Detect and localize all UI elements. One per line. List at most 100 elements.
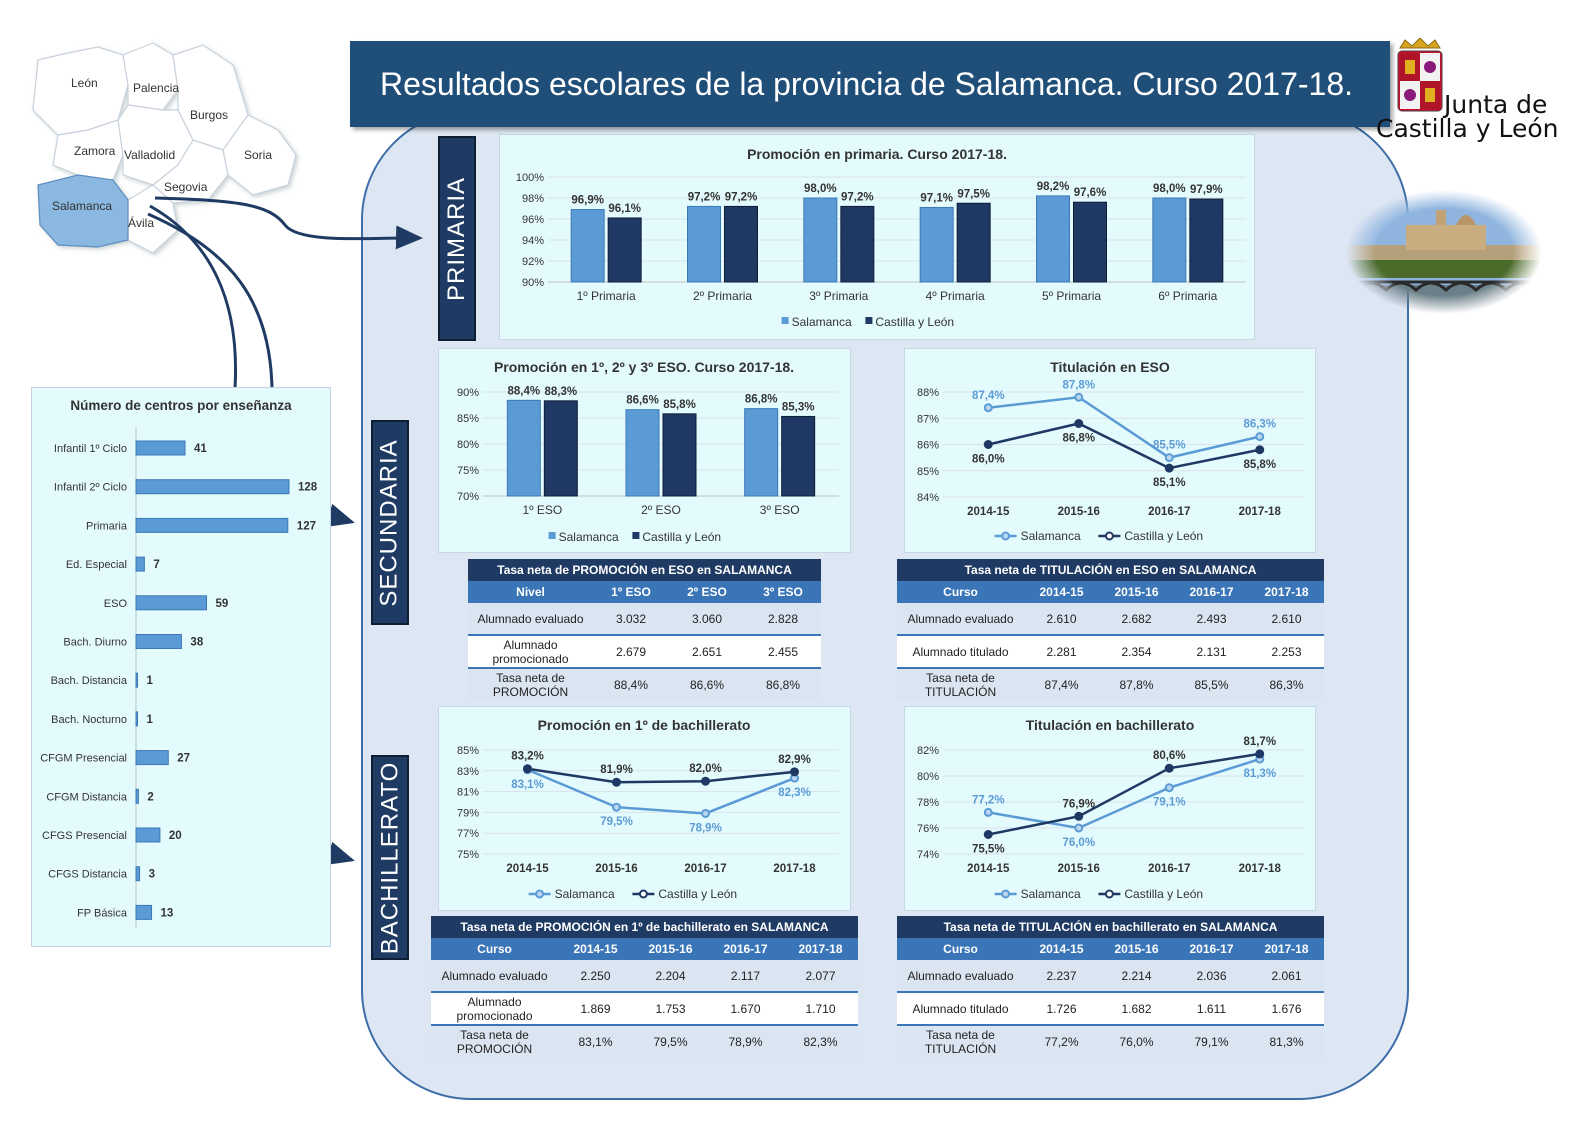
bar-castilla: [662, 413, 697, 497]
data-label: 85,5%: [1153, 440, 1186, 452]
x-tick-label: 2º Primaria: [693, 289, 752, 303]
y-tick-label: 98%: [522, 193, 544, 205]
category-label: Infantil 1º Ciclo: [54, 443, 127, 455]
table-cell: 2.679: [593, 634, 669, 668]
table-cell: Alumnado titulado: [897, 634, 1024, 668]
bar-salamanca: [570, 209, 605, 283]
y-tick-label: 79%: [457, 807, 479, 819]
table-cell: Alumnado evaluado: [897, 960, 1024, 992]
table-cell: Tasa neta de TITULACIÓN: [897, 667, 1024, 700]
x-tick-label: 2017-18: [1239, 506, 1282, 518]
point-salamanca: [1255, 432, 1265, 442]
data-label: 97,2%: [688, 191, 721, 203]
map-segovia: [152, 139, 229, 204]
table-cell: Tasa neta de PROMOCIÓN: [468, 667, 593, 700]
data-label: 27: [177, 753, 190, 765]
y-tick-label: 80%: [457, 439, 479, 451]
table-cell: 2.250: [558, 960, 633, 992]
table-row: Alumnado evaluado 2.250 2.204 2.117 2.07…: [431, 960, 858, 992]
x-tick-label: 4º Primaria: [926, 289, 985, 303]
bar-castilla: [1189, 198, 1224, 283]
data-label: 96,1%: [608, 203, 641, 215]
data-label: 41: [194, 443, 207, 455]
chart-eso-promocion-svg: Promoción en 1º, 2º y 3º ESO. Curso 2017…: [457, 359, 839, 544]
x-tick-label: 2015-16: [1058, 863, 1100, 875]
chart-primaria: Promoción en primaria. Curso 2017-18. 90%…: [499, 134, 1255, 340]
table-cell: 1.611: [1174, 991, 1249, 1025]
table-cell: 86,8%: [745, 667, 821, 700]
category-label: Bach. Distancia: [51, 675, 128, 687]
legend-label: Salamanca: [555, 887, 615, 901]
table-header: 2016-17: [1174, 938, 1249, 960]
table-cell: 79,5%: [633, 1024, 708, 1057]
data-label: 78,9%: [689, 822, 722, 834]
x-tick-label: 3º Primaria: [809, 289, 868, 303]
table-header: 3º ESO: [745, 581, 821, 603]
table-cell: 76,0%: [1099, 1024, 1174, 1057]
table-header: Curso: [897, 581, 1024, 603]
legend-marker: [1001, 531, 1011, 541]
table-cell: Alumnado evaluado: [468, 603, 593, 635]
y-tick-label: 86%: [917, 440, 939, 452]
legend-label: Castilla y León: [875, 315, 954, 329]
table-row: Tasa neta de TITULACIÓN 87,4% 87,8% 85,5…: [897, 667, 1324, 700]
map-label-zamora: Zamora: [74, 144, 116, 158]
line-salamanca: [988, 395, 1261, 459]
table-cell: 3.060: [669, 603, 745, 635]
y-tick-label: 76%: [917, 823, 939, 835]
table-cell: 2.281: [1024, 634, 1099, 668]
chart-title: Número de centros por enseñanza: [70, 398, 292, 413]
bar-salamanca: [687, 205, 721, 283]
table-cell: 83,1%: [558, 1024, 633, 1057]
legend-marker: [1104, 531, 1114, 541]
table-header: 2017-18: [1249, 938, 1324, 960]
bar-castilla: [840, 205, 875, 283]
map-salamanca: [37, 174, 129, 248]
data-label: 98,0%: [1153, 183, 1186, 195]
data-label: 88,4%: [508, 385, 541, 397]
table-header: 2017-18: [1249, 581, 1324, 603]
point-castilla: [1074, 811, 1084, 821]
line-salamanca: [527, 768, 795, 815]
table-bach-titulacion: Tasa neta de TITULACIÓN en bachillerato …: [897, 916, 1324, 1057]
data-label: 86,8%: [1062, 433, 1095, 445]
region-map: León Palencia Burgos Zamora Valladolid S…: [32, 42, 297, 254]
data-label: 86,8%: [745, 394, 778, 406]
table-row: Alumnado evaluado 2.610 2.682 2.493 2.61…: [897, 603, 1324, 635]
point-castilla: [983, 830, 993, 839]
y-tick-label: 75%: [457, 465, 479, 477]
table-bach-promocion: Tasa neta de PROMOCIÓN en 1º de bachille…: [431, 916, 858, 1057]
table-header: 2014-15: [558, 938, 633, 960]
point-salamanca: [983, 807, 993, 817]
bar-centros: [135, 634, 182, 649]
table-row: Tasa neta de PROMOCIÓN 83,1% 79,5% 78,9%…: [431, 1024, 858, 1057]
map-label-avila: Ávila: [128, 215, 154, 230]
bar-salamanca: [1152, 197, 1187, 283]
y-tick-label: 85%: [917, 466, 939, 478]
table-row: Alumnado evaluado 3.032 3.060 2.828: [468, 603, 821, 635]
y-tick-label: 85%: [457, 745, 479, 757]
data-label: 7: [153, 559, 159, 571]
data-label: 96,9%: [571, 195, 604, 207]
table-cell: 2.131: [1174, 634, 1249, 668]
category-label: CFGS Distancia: [48, 869, 128, 881]
section-label-secundaria: SECUNDARIA: [371, 420, 409, 625]
point-castilla: [983, 440, 993, 449]
legend-label: Salamanca: [559, 530, 619, 544]
y-tick-label: 83%: [457, 766, 479, 778]
table-header: Curso: [897, 938, 1024, 960]
bar-centros: [135, 440, 186, 456]
bar-salamanca: [744, 408, 779, 497]
table-row: Tasa neta de TITULACIÓN 77,2% 76,0% 79,1…: [897, 1024, 1324, 1057]
map-label-segovia: Segovia: [164, 180, 208, 194]
legend-label: Salamanca: [1021, 887, 1081, 901]
table-cell: 2.077: [783, 960, 858, 992]
data-label: 75,5%: [972, 844, 1005, 856]
y-tick-label: 84%: [917, 492, 939, 504]
section-label-primaria: PRIMARIA: [438, 136, 476, 341]
bar-centros: [135, 711, 138, 727]
table-cell: 2.036: [1174, 960, 1249, 992]
table-caption: Tasa neta de TITULACIÓN en ESO en SALAMA…: [897, 559, 1324, 581]
table-header: 2014-15: [1024, 581, 1099, 603]
legend-label: Salamanca: [1021, 529, 1081, 543]
